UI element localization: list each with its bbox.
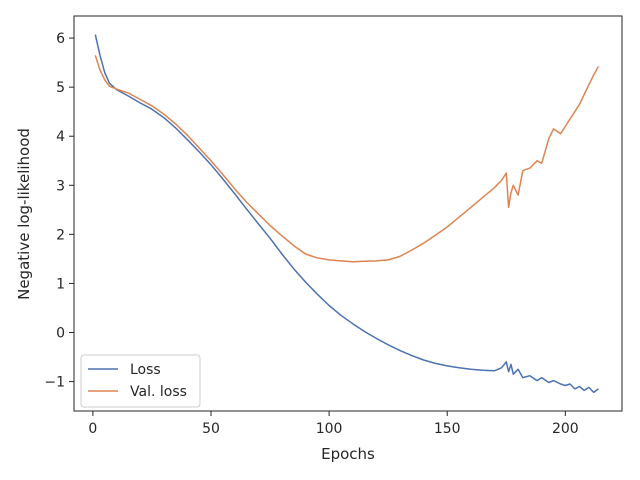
y-tick-label: 2 xyxy=(56,227,65,243)
x-tick-label: 0 xyxy=(88,421,97,437)
y-tick-label: 5 xyxy=(56,80,65,96)
legend-label-val-loss: Val. loss xyxy=(130,384,187,400)
x-tick-label: 200 xyxy=(552,421,579,437)
x-tick-label: 100 xyxy=(316,421,343,437)
y-axis-label: Negative log-likelihood xyxy=(15,128,33,300)
x-tick-label: 50 xyxy=(202,421,220,437)
x-axis-label: Epochs xyxy=(321,445,375,463)
series-line-val-loss xyxy=(94,55,600,263)
plot-frame xyxy=(73,15,623,412)
y-tick-label: 6 xyxy=(56,31,65,47)
x-tick-label: 150 xyxy=(434,421,461,437)
x-ticks: 0 50 100 150 200 xyxy=(88,411,579,437)
y-tick-label: 1 xyxy=(56,276,65,292)
legend: Loss Val. loss xyxy=(80,354,201,408)
y-tick-label: 4 xyxy=(56,129,65,145)
series-line-loss xyxy=(94,34,599,394)
y-tick-label: 0 xyxy=(56,325,65,341)
y-ticks: 6 5 4 3 2 1 0 −1 xyxy=(44,31,74,391)
legend-box xyxy=(80,354,201,408)
y-tick-label: 3 xyxy=(56,178,65,194)
series-layer xyxy=(94,34,600,394)
y-tick-label: −1 xyxy=(44,375,65,391)
legend-label-loss: Loss xyxy=(130,362,161,378)
